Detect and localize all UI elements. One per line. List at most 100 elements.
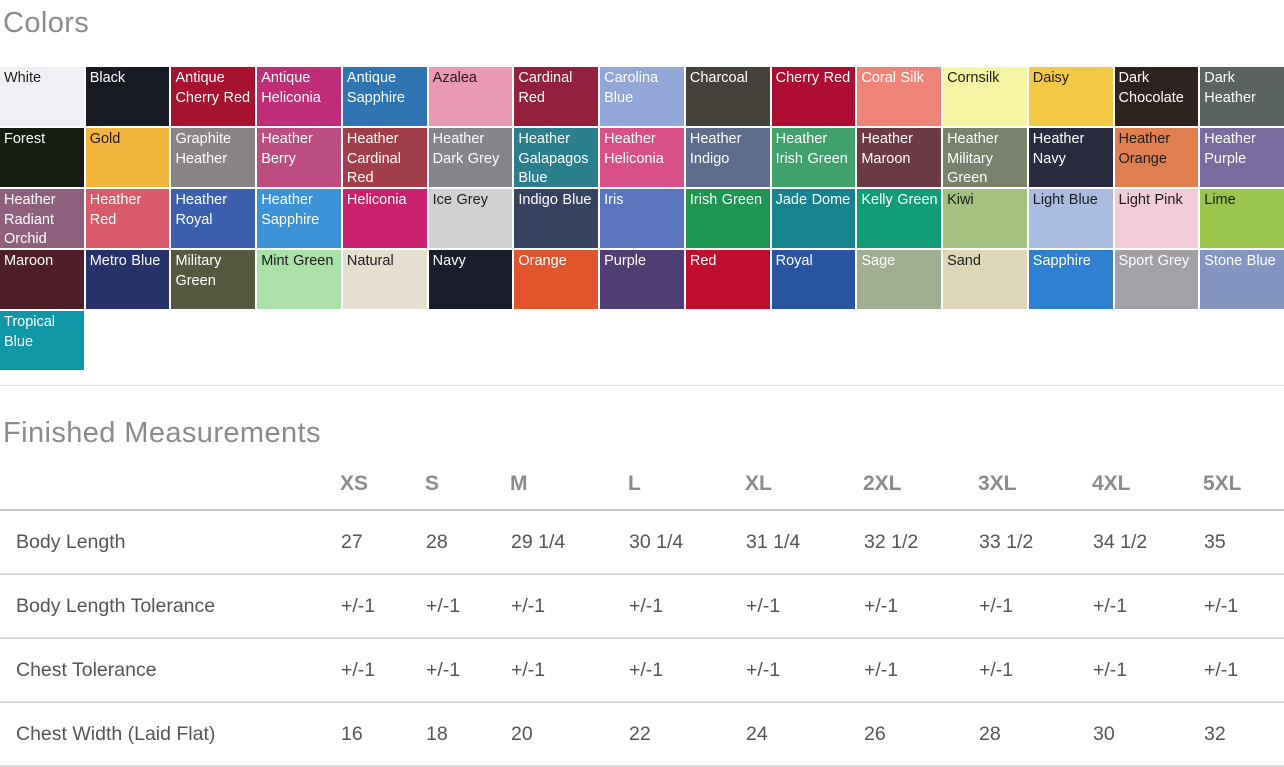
color-swatch-cornsilk[interactable]: Cornsilk: [943, 67, 1027, 126]
color-swatch-natural[interactable]: Natural: [342, 250, 427, 309]
color-swatch-navy[interactable]: Navy: [428, 250, 513, 309]
color-swatch-heather-red[interactable]: Heather Red: [85, 189, 170, 248]
color-swatch-orange[interactable]: Orange: [514, 250, 599, 309]
color-swatch-coral-silk[interactable]: Coral Silk: [857, 67, 942, 126]
measurement-value: +/-1: [1093, 658, 1128, 681]
section-divider: [0, 385, 1284, 386]
color-swatch-heather-maroon[interactable]: Heather Maroon: [857, 128, 942, 187]
color-swatch-label: Forest: [4, 131, 46, 147]
color-swatch-light-pink[interactable]: Light Pink: [1114, 189, 1199, 248]
color-swatch-lime[interactable]: Lime: [1200, 189, 1284, 248]
color-swatch-label: Gold: [89, 131, 121, 147]
color-swatch-label: Red: [689, 253, 717, 269]
color-swatch-irish-green[interactable]: Irish Green: [685, 189, 770, 248]
color-swatch-label: Heather Purple: [1204, 131, 1256, 167]
color-swatch-label: Heather Indigo: [689, 131, 742, 167]
color-swatch-kiwi[interactable]: Kiwi: [943, 189, 1027, 248]
measurement-value: 32 1/2: [864, 530, 919, 553]
color-swatch-sport-grey[interactable]: Sport Grey: [1114, 250, 1199, 309]
color-swatch-label: Heather Orange: [1118, 131, 1171, 167]
color-swatch-gold[interactable]: Gold: [85, 128, 170, 187]
color-swatch-red[interactable]: Red: [685, 250, 770, 309]
measurement-value: 34 1/2: [1093, 530, 1148, 553]
color-swatch-heather-irish-green[interactable]: Heather Irish Green: [771, 128, 856, 187]
color-swatch-sand[interactable]: Sand: [943, 250, 1027, 309]
color-swatch-label: Indigo Blue: [518, 192, 592, 208]
measurement-value: 22: [629, 722, 651, 745]
measurement-value: 24: [746, 722, 768, 745]
color-swatch-heather-dark-grey[interactable]: Heather Dark Grey: [428, 128, 513, 187]
measurement-value: 30 1/4: [629, 530, 684, 553]
size-column-header-xs: XS: [340, 472, 369, 495]
color-swatch-azalea[interactable]: Azalea: [428, 67, 513, 126]
measurement-value: +/-1: [511, 658, 546, 681]
color-swatch-label: Stone Blue: [1204, 253, 1276, 269]
color-swatch-white[interactable]: White: [0, 67, 84, 126]
color-swatch-ice-grey[interactable]: Ice Grey: [428, 189, 513, 248]
color-swatch-carolina-blue[interactable]: Carolina Blue: [600, 67, 684, 126]
color-swatch-kelly-green[interactable]: Kelly Green: [857, 189, 942, 248]
color-swatch-heather-purple[interactable]: Heather Purple: [1200, 128, 1284, 187]
measurement-value: +/-1: [979, 658, 1014, 681]
color-swatch-black[interactable]: Black: [85, 67, 170, 126]
color-swatch-antique-heliconia[interactable]: Antique Heliconia: [257, 67, 341, 126]
color-swatch-iris[interactable]: Iris: [600, 189, 684, 248]
size-header-row: XS S M L XL 2XL 3XL 4XL 5XL: [0, 458, 1284, 510]
color-swatch-label: Heather Maroon: [861, 131, 913, 167]
color-swatch-label: Royal: [775, 253, 813, 269]
color-swatch-label: Daisy: [1032, 70, 1070, 86]
color-swatch-antique-sapphire[interactable]: Antique Sapphire: [342, 67, 427, 126]
color-swatch-label: Jade Dome: [775, 192, 851, 208]
color-swatch-jade-dome[interactable]: Jade Dome: [771, 189, 856, 248]
color-swatch-heather-cardinal-red[interactable]: Heather Cardinal Red: [342, 128, 427, 187]
measurement-value: 27: [341, 530, 363, 553]
color-swatch-heather-orange[interactable]: Heather Orange: [1114, 128, 1199, 187]
size-column-header-3xl: 3XL: [978, 472, 1017, 495]
color-swatch-forest[interactable]: Forest: [0, 128, 84, 187]
color-swatch-indigo-blue[interactable]: Indigo Blue: [514, 189, 599, 248]
color-swatch-royal[interactable]: Royal: [771, 250, 856, 309]
measurement-value: +/-1: [629, 658, 664, 681]
color-swatch-sage[interactable]: Sage: [857, 250, 942, 309]
color-swatch-sapphire[interactable]: Sapphire: [1028, 250, 1113, 309]
color-swatch-heather-heliconia[interactable]: Heather Heliconia: [600, 128, 684, 187]
color-swatch-label: Light Pink: [1118, 192, 1183, 208]
color-swatch-heather-royal[interactable]: Heather Royal: [171, 189, 256, 248]
measurement-row: Body Length Tolerance +/-1 +/-1 +/-1 +/-1 +/-…: [0, 574, 1284, 638]
color-swatch-cardinal-red[interactable]: Cardinal Red: [514, 67, 599, 126]
size-column-header-5xl: 5XL: [1203, 472, 1242, 495]
color-swatch-cherry-red[interactable]: Cherry Red: [771, 67, 856, 126]
color-swatch-purple[interactable]: Purple: [600, 250, 684, 309]
color-swatch-military-green[interactable]: Military Green: [171, 250, 256, 309]
color-swatch-heather-radiant-orchid[interactable]: Heather Radiant Orchid: [0, 189, 84, 248]
color-swatch-heather-berry[interactable]: Heather Berry: [257, 128, 341, 187]
color-swatch-daisy[interactable]: Daisy: [1028, 67, 1113, 126]
color-swatch-metro-blue[interactable]: Metro Blue: [85, 250, 170, 309]
color-swatch-stone-blue[interactable]: Stone Blue: [1200, 250, 1284, 309]
color-swatch-dark-chocolate[interactable]: Dark Chocolate: [1114, 67, 1199, 126]
measurement-value: 18: [426, 722, 448, 745]
color-swatch-label: Sport Grey: [1118, 253, 1190, 269]
color-swatch-tropical-blue[interactable]: Tropical Blue: [0, 311, 84, 370]
color-swatch-label: Antique Sapphire: [346, 70, 405, 106]
color-swatch-light-blue[interactable]: Light Blue: [1028, 189, 1113, 248]
color-swatch-graphite-heather[interactable]: Graphite Heather: [171, 128, 256, 187]
color-swatch-label: Cardinal Red: [518, 70, 573, 106]
color-swatch-heather-sapphire[interactable]: Heather Sapphire: [257, 189, 341, 248]
color-swatch-maroon[interactable]: Maroon: [0, 250, 84, 309]
color-swatch-label: Coral Silk: [861, 70, 924, 86]
color-swatch-charcoal[interactable]: Charcoal: [685, 67, 770, 126]
color-swatch-mint-green[interactable]: Mint Green: [257, 250, 341, 309]
color-swatch-heather-navy[interactable]: Heather Navy: [1028, 128, 1113, 187]
color-swatch-grid: White Black Antique Cherry Red Antique Heli…: [0, 67, 1284, 370]
color-swatch-antique-cherry-red[interactable]: Antique Cherry Red: [171, 67, 256, 126]
color-swatch-dark-heather[interactable]: Dark Heather: [1200, 67, 1284, 126]
color-swatch-heather-indigo[interactable]: Heather Indigo: [685, 128, 770, 187]
colors-section-title: Colors: [3, 7, 90, 39]
color-swatch-heather-military-green[interactable]: Heather Military Green: [943, 128, 1027, 187]
color-swatch-label: Antique Cherry Red: [175, 70, 251, 106]
color-swatch-label: Lime: [1204, 192, 1236, 208]
color-swatch-label: Graphite Heather: [175, 131, 232, 167]
color-swatch-heather-galapagos-blue[interactable]: Heather Galapagos Blue: [514, 128, 599, 187]
color-swatch-heliconia[interactable]: Heliconia: [342, 189, 427, 248]
